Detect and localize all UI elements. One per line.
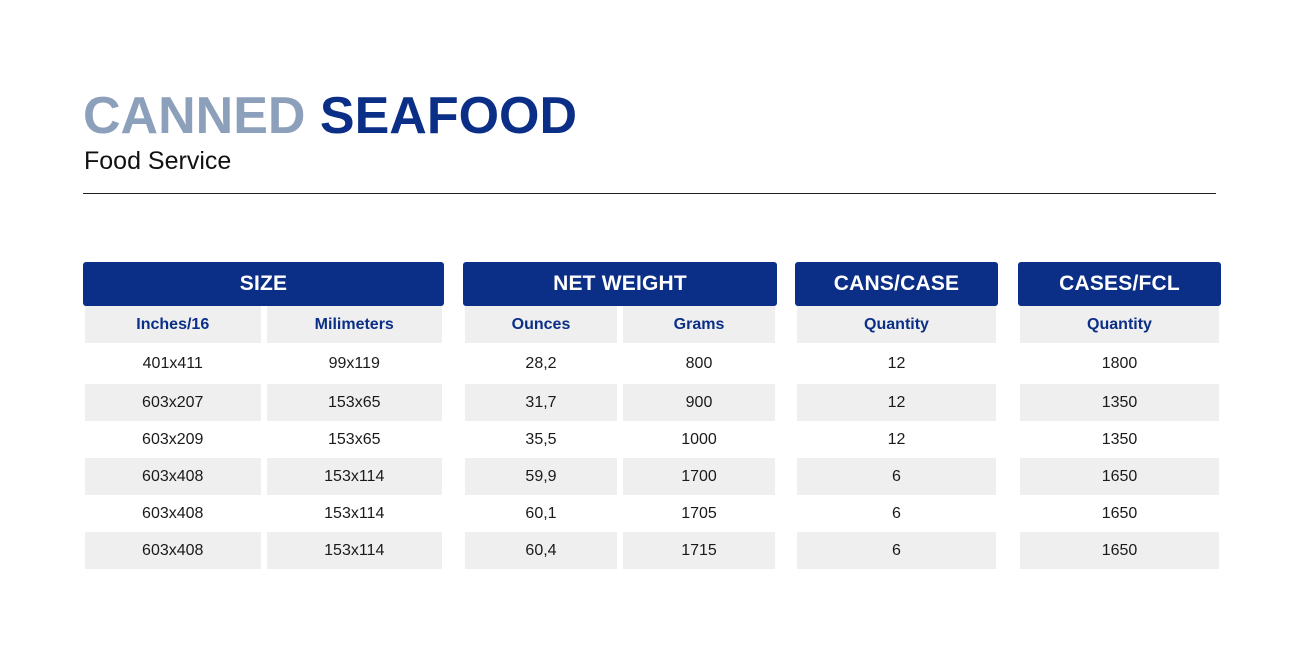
column-header-inches: Inches/16 bbox=[85, 306, 261, 343]
title-part-2: SEAFOOD bbox=[319, 87, 578, 145]
title-part-1: CANNED bbox=[83, 87, 306, 145]
title-divider bbox=[83, 193, 1216, 194]
column-header-ounces: Ounces bbox=[465, 306, 617, 343]
column-header-cases-quantity: Quantity bbox=[1020, 306, 1219, 343]
table-cell: 6 bbox=[797, 532, 996, 569]
table-cell: 603x209 bbox=[142, 430, 204, 448]
table-cell: 153x65 bbox=[266, 384, 442, 421]
table-cell: 31,7 bbox=[465, 384, 617, 421]
table-cell: 153x114 bbox=[266, 532, 442, 569]
table-cell: 6 bbox=[797, 458, 996, 495]
table-cell: 401x411 bbox=[142, 354, 203, 372]
size-group: SIZE Inches/16 401x411 603x207 603x209 6… bbox=[83, 262, 444, 569]
table-cell: 1650 bbox=[1101, 504, 1138, 522]
table-cell: 12 bbox=[887, 354, 906, 372]
table-cell: 1650 bbox=[1020, 458, 1219, 495]
table-cell: 153x114 bbox=[266, 458, 442, 495]
table-cell: 1350 bbox=[1020, 384, 1219, 421]
table-cell: 603x408 bbox=[85, 532, 261, 569]
cases-per-fcl-group: CASES/FCL Quantity 1800 1350 1350 1650 1… bbox=[1018, 262, 1221, 569]
table-cell: 60,1 bbox=[525, 504, 557, 522]
net-weight-group-header: NET WEIGHT bbox=[463, 262, 777, 306]
page-subtitle: Food Service bbox=[84, 147, 232, 175]
table-cell: 1350 bbox=[1101, 430, 1138, 448]
table-cell: 60,4 bbox=[465, 532, 617, 569]
table-cell: 1650 bbox=[1020, 532, 1219, 569]
grams-column: Grams 800 900 1000 1700 1705 1715 bbox=[623, 306, 775, 569]
ounces-column: Ounces 28,2 31,7 35,5 59,9 60,1 60,4 bbox=[465, 306, 617, 569]
cases-per-fcl-group-header: CASES/FCL bbox=[1018, 262, 1221, 306]
cans-per-case-group-header: CANS/CASE bbox=[795, 262, 998, 306]
table-cell: 153x114 bbox=[324, 504, 385, 522]
column-header-cans-quantity: Quantity bbox=[797, 306, 996, 343]
table-cell: 1705 bbox=[681, 504, 717, 522]
table-cell: 59,9 bbox=[465, 458, 617, 495]
table-cell: 99x119 bbox=[328, 354, 380, 372]
table-cell: 1800 bbox=[1101, 354, 1138, 372]
table-cell: 1715 bbox=[623, 532, 775, 569]
table-cell: 153x65 bbox=[328, 430, 381, 448]
column-header-grams: Grams bbox=[623, 306, 775, 343]
table-cell: 12 bbox=[887, 430, 906, 448]
table-cell: 6 bbox=[892, 504, 901, 522]
inches-column: Inches/16 401x411 603x207 603x209 603x40… bbox=[85, 306, 261, 569]
page-title: CANNED SEAFOOD bbox=[83, 88, 577, 144]
millimeters-column: Milimeters 99x119 153x65 153x65 153x114 … bbox=[266, 306, 442, 569]
table-cell: 603x207 bbox=[85, 384, 261, 421]
table-cell: 1000 bbox=[681, 430, 717, 448]
table-cell: 28,2 bbox=[525, 354, 557, 372]
cans-per-case-group: CANS/CASE Quantity 12 12 12 6 6 6 bbox=[795, 262, 998, 569]
table-cell: 12 bbox=[797, 384, 996, 421]
cans-quantity-column: Quantity 12 12 12 6 6 6 bbox=[797, 306, 996, 569]
table-cell: 1700 bbox=[623, 458, 775, 495]
table-cell: 800 bbox=[685, 354, 713, 372]
cases-quantity-column: Quantity 1800 1350 1350 1650 1650 1650 bbox=[1020, 306, 1219, 569]
table-cell: 603x408 bbox=[85, 458, 261, 495]
table-cell: 35,5 bbox=[525, 430, 557, 448]
table-cell: 603x408 bbox=[142, 504, 204, 522]
column-header-millimeters: Milimeters bbox=[266, 306, 442, 343]
table-cell: 900 bbox=[623, 384, 775, 421]
net-weight-group: NET WEIGHT Ounces 28,2 31,7 35,5 59,9 60… bbox=[463, 262, 777, 569]
size-group-header: SIZE bbox=[83, 262, 444, 306]
